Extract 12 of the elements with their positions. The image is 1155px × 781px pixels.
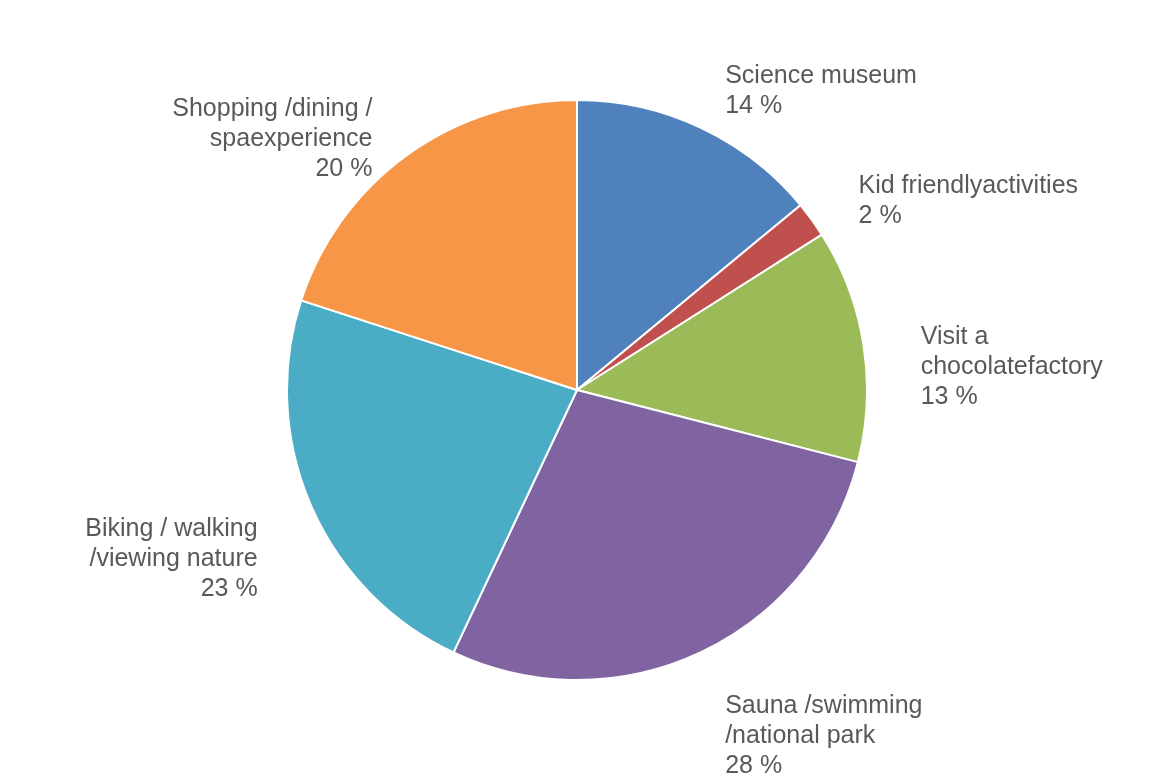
slice-label: Kid friendlyactivities xyxy=(858,170,1079,199)
data-label: 23 % xyxy=(200,573,258,602)
data-label: 20 % xyxy=(315,153,373,182)
slice-label: Science museum xyxy=(725,60,917,89)
slice-label: Shopping /dining / spaexperience xyxy=(172,93,373,152)
data-label: 13 % xyxy=(920,380,978,409)
slice-label: Visit a chocolatefactory xyxy=(920,320,1104,379)
data-label: 14 % xyxy=(725,90,783,119)
data-label: 2 % xyxy=(858,200,902,229)
slice-label: Biking / walking /viewing nature xyxy=(85,513,258,572)
data-label: 28 % xyxy=(725,749,783,778)
slice-label: Sauna /swimming /national park xyxy=(725,689,923,748)
